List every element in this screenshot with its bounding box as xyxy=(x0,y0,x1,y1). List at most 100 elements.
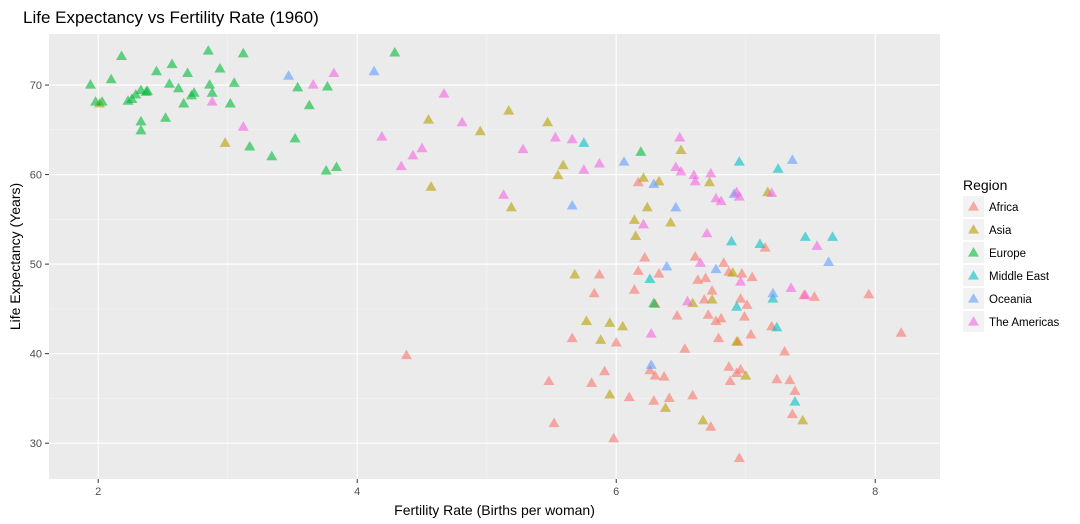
chart-title: Life Expectancy vs Fertility Rate (1960) xyxy=(23,8,319,27)
legend-label: The Americas xyxy=(989,317,1060,329)
data-point xyxy=(320,165,332,175)
data-point xyxy=(827,231,839,241)
data-point xyxy=(659,402,671,412)
data-point xyxy=(713,332,725,343)
legend-key-marker xyxy=(968,224,979,234)
data-point xyxy=(740,370,752,380)
data-point xyxy=(578,137,590,147)
data-point xyxy=(718,257,730,267)
data-point xyxy=(135,124,147,135)
data-point xyxy=(766,187,778,198)
data-point xyxy=(548,417,560,428)
legend-label: Oceania xyxy=(989,294,1032,306)
legend-item: Africa xyxy=(963,196,1019,217)
data-point xyxy=(745,328,757,339)
data-point xyxy=(687,389,699,400)
data-point xyxy=(675,144,687,155)
data-point xyxy=(702,309,714,319)
data-point xyxy=(671,310,683,320)
data-point xyxy=(808,291,820,301)
data-point xyxy=(96,96,108,106)
data-point xyxy=(566,133,578,144)
data-point xyxy=(705,421,717,431)
data-point xyxy=(266,150,278,161)
y-tick-label: 30 xyxy=(30,438,42,450)
legend: Region Africa Asia Europe Middle East Oceani… xyxy=(963,177,1060,332)
legend-item: The Americas xyxy=(963,311,1060,332)
data-point xyxy=(628,284,640,294)
data-point xyxy=(644,273,656,283)
data-point xyxy=(823,256,835,266)
legend-key-marker xyxy=(968,247,979,257)
data-point xyxy=(569,268,581,279)
data-point xyxy=(557,159,569,170)
legend-item: Oceania xyxy=(963,288,1032,309)
data-point xyxy=(771,321,783,332)
data-point xyxy=(593,268,605,279)
data-point xyxy=(786,154,798,164)
data-point xyxy=(741,299,753,309)
data-point xyxy=(670,201,682,212)
data-point xyxy=(754,238,766,249)
data-point xyxy=(700,272,712,283)
data-point xyxy=(799,231,811,241)
data-point xyxy=(173,82,185,93)
legend-title: Region xyxy=(963,177,1007,193)
data-point xyxy=(224,97,236,108)
data-point xyxy=(733,452,745,463)
data-point xyxy=(725,235,737,246)
data-point xyxy=(637,172,649,182)
data-point xyxy=(733,156,745,166)
data-point xyxy=(736,268,748,278)
data-point xyxy=(731,301,743,311)
data-point xyxy=(503,105,515,115)
y-tick-label: 50 xyxy=(30,259,42,271)
series-middle-east xyxy=(578,137,839,406)
data-point xyxy=(723,361,735,371)
data-point xyxy=(206,96,218,106)
data-point xyxy=(727,267,739,277)
data-point xyxy=(588,287,600,298)
data-point xyxy=(182,67,194,78)
data-point xyxy=(735,293,747,303)
legend-item: Middle East xyxy=(963,265,1050,286)
data-point xyxy=(578,164,590,174)
series-asia xyxy=(94,97,809,425)
x-tick-label: 2 xyxy=(95,486,101,498)
data-point xyxy=(599,365,611,376)
data-point xyxy=(228,77,240,87)
data-point xyxy=(321,80,333,91)
x-tick-label: 4 xyxy=(354,486,360,498)
data-point xyxy=(474,125,486,136)
data-point xyxy=(648,178,660,189)
data-point xyxy=(595,334,607,344)
data-point xyxy=(635,146,647,156)
data-point xyxy=(703,176,715,187)
data-points xyxy=(84,45,907,463)
data-point xyxy=(150,65,162,76)
data-point xyxy=(674,131,686,142)
data-point xyxy=(785,282,797,292)
legend-item: Asia xyxy=(963,219,1012,240)
legend-key-marker xyxy=(968,270,979,280)
data-point xyxy=(456,116,468,127)
data-point xyxy=(706,285,718,295)
data-point xyxy=(552,169,564,180)
data-point xyxy=(789,385,801,395)
data-point xyxy=(289,132,301,143)
data-point xyxy=(407,149,419,160)
data-point xyxy=(784,374,796,385)
data-point xyxy=(724,375,736,386)
y-tick-label: 60 xyxy=(30,170,42,182)
data-point xyxy=(328,67,340,78)
data-point xyxy=(632,265,644,275)
data-point xyxy=(549,131,561,142)
data-point xyxy=(178,97,190,108)
data-point xyxy=(630,230,642,240)
data-point xyxy=(593,157,605,168)
data-point xyxy=(779,345,791,356)
data-point xyxy=(422,114,434,124)
data-point xyxy=(292,81,304,92)
data-point xyxy=(604,388,616,399)
